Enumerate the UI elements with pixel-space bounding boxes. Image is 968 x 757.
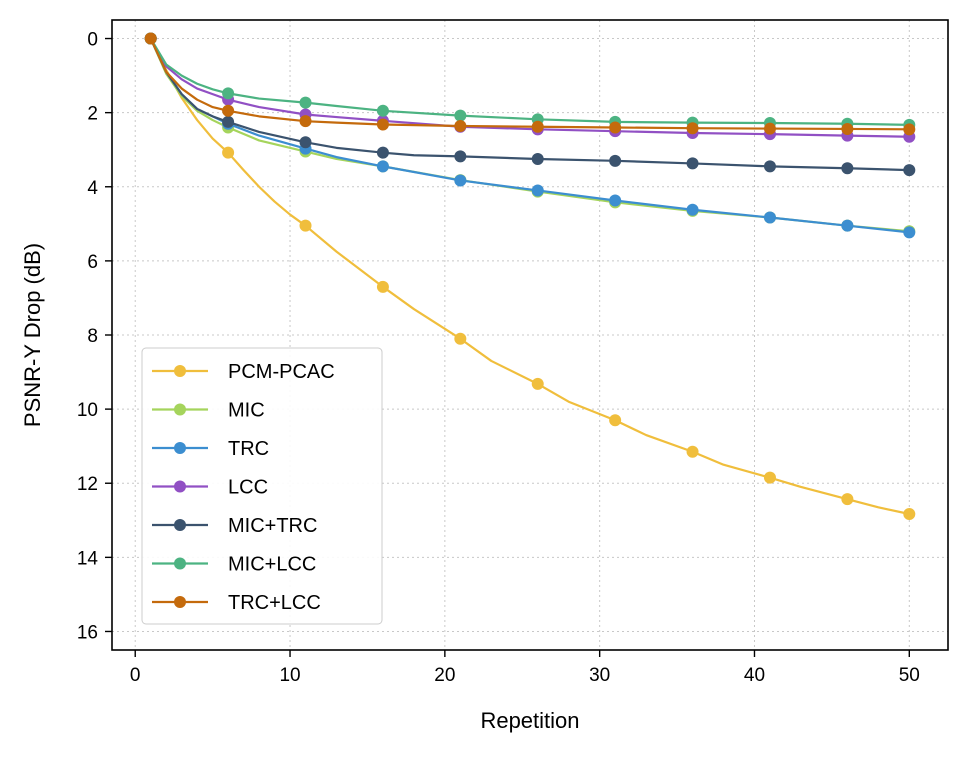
legend-marker <box>174 365 186 377</box>
legend-marker <box>174 442 186 454</box>
series-line <box>149 37 910 126</box>
y-tick-label: 4 <box>87 178 98 199</box>
legend-label: PCM-PCAC <box>228 361 335 383</box>
legend-entries: PCM-PCAC MIC TRC LCC MIC+TRC MIC+LCC TRC+LCC <box>152 361 335 614</box>
legend-marker <box>174 519 186 531</box>
x-tick-label: 10 <box>279 665 300 686</box>
series-layer <box>144 32 916 520</box>
data-point <box>454 150 467 163</box>
y-tick-label: 6 <box>87 252 98 273</box>
data-point <box>609 194 622 207</box>
y-tick-label: 2 <box>87 104 98 125</box>
data-point <box>531 184 544 197</box>
data-point <box>299 219 312 232</box>
legend-entry: MIC <box>152 400 265 422</box>
legend-label: MIC+LCC <box>228 554 316 576</box>
data-point <box>376 280 389 293</box>
data-point <box>841 219 854 232</box>
y-tick-label: 10 <box>77 400 98 421</box>
y-tick-label: 8 <box>87 326 98 347</box>
data-point <box>531 152 544 165</box>
data-point <box>299 96 312 109</box>
series-line <box>149 38 910 516</box>
data-point <box>609 154 622 167</box>
legend-entry: PCM-PCAC <box>152 361 335 383</box>
data-point <box>841 162 854 175</box>
legend: PCM-PCAC MIC TRC LCC MIC+TRC MIC+LCC TRC+LCC <box>141 347 383 625</box>
data-point <box>609 414 622 427</box>
y-tick-label: 14 <box>77 548 99 569</box>
data-point <box>376 118 389 131</box>
x-tick-label: 50 <box>899 665 920 686</box>
legend-marker <box>174 596 186 608</box>
data-point <box>841 493 854 506</box>
data-point <box>144 32 157 45</box>
data-point <box>222 146 235 159</box>
x-tick-label: 40 <box>744 665 765 686</box>
y-tick-label: 12 <box>77 474 98 495</box>
data-point <box>686 157 699 170</box>
data-point <box>609 121 622 134</box>
y-axis-label: PSNR-Y Drop (dB) <box>20 243 45 427</box>
data-point <box>531 120 544 133</box>
x-tick-label: 30 <box>589 665 610 686</box>
series-line <box>149 38 910 172</box>
data-point <box>763 160 776 173</box>
data-point <box>299 115 312 128</box>
data-point <box>454 332 467 345</box>
data-point <box>903 164 916 177</box>
data-point <box>686 203 699 216</box>
legend-label: LCC <box>228 477 268 499</box>
legend-marker <box>174 403 186 416</box>
data-point <box>376 104 389 117</box>
x-tick-label: 0 <box>130 665 141 686</box>
x-axis-label: Repetition <box>480 708 579 733</box>
data-point <box>454 119 467 132</box>
legend-entry: MIC+LCC <box>152 554 316 576</box>
data-point <box>299 136 312 149</box>
data-point <box>222 87 235 100</box>
series-mic-trc <box>144 32 916 177</box>
data-point <box>903 123 916 136</box>
series-line <box>149 38 910 131</box>
legend-entry: LCC <box>152 477 268 499</box>
legend-frame <box>141 347 383 625</box>
legend-marker <box>174 557 186 570</box>
data-point <box>686 122 699 135</box>
legend-entry: TRC <box>152 438 269 460</box>
data-point <box>763 211 776 224</box>
data-point <box>222 104 235 117</box>
series-line <box>149 37 910 138</box>
legend-entry: MIC+TRC <box>152 515 317 537</box>
data-point <box>903 226 916 239</box>
axis-ticks: 0 10 20 30 40 50 0 2 4 6 8 10 12 14 16 <box>77 30 920 686</box>
data-point <box>454 109 467 122</box>
data-point <box>763 471 776 484</box>
x-tick-label: 20 <box>434 665 455 686</box>
data-point <box>376 146 389 159</box>
legend-label: MIC <box>228 400 265 422</box>
y-tick-label: 16 <box>77 622 98 643</box>
series-trc-lcc <box>144 32 916 136</box>
data-point <box>686 445 699 458</box>
data-point <box>903 507 916 520</box>
y-tick-label: 0 <box>87 30 98 51</box>
data-point <box>454 174 467 187</box>
data-point <box>376 160 389 173</box>
legend-entry: TRC+LCC <box>152 592 321 614</box>
legend-label: TRC+LCC <box>228 592 321 614</box>
legend-label: TRC <box>228 438 269 460</box>
legend-marker <box>174 480 186 493</box>
data-point <box>763 122 776 135</box>
data-point <box>841 122 854 135</box>
data-point <box>531 377 544 390</box>
data-point <box>222 115 235 128</box>
legend-label: MIC+TRC <box>228 515 317 537</box>
